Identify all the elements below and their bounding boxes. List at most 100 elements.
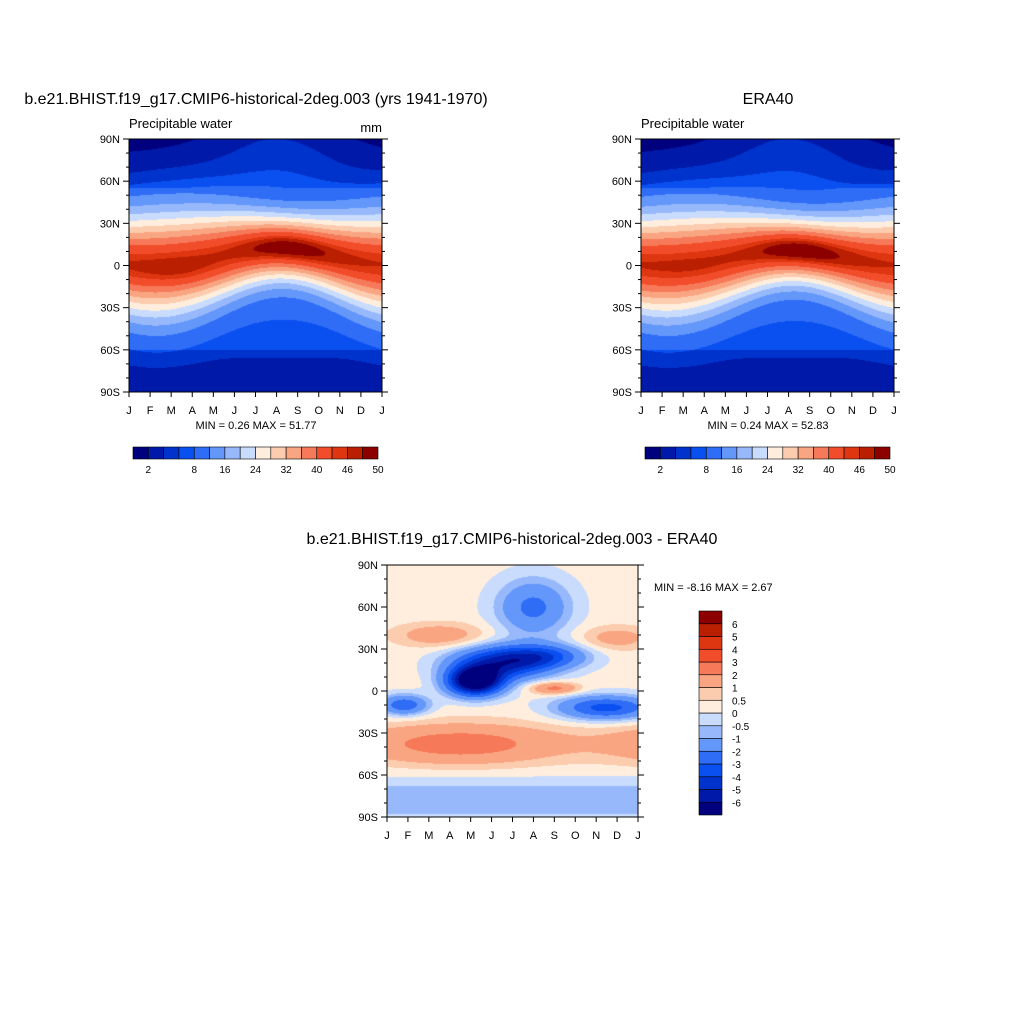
colorbar-swatch — [797, 446, 814, 460]
colorbar-swatch — [270, 446, 287, 460]
y-tick-label: 30S — [358, 728, 378, 740]
colorbar-label: -3 — [732, 760, 741, 771]
x-tick-label: J — [510, 830, 516, 842]
colorbar-label: -4 — [732, 773, 741, 784]
x-tick-label: D — [357, 405, 365, 417]
colorbar-swatch — [690, 446, 707, 460]
colorbar-swatch — [843, 446, 860, 460]
x-tick-label: J — [638, 405, 644, 417]
colorbar-label: 50 — [372, 465, 384, 476]
model-panel-title: b.e21.BHIST.f19_g17.CMIP6-historical-2de… — [24, 91, 487, 108]
model-panel-min-max: MIN = 0.26 MAX = 51.77 — [195, 420, 316, 432]
colorbar-label: 24 — [762, 465, 774, 476]
x-tick-label: N — [848, 405, 856, 417]
y-tick-label: 90N — [358, 560, 378, 572]
y-tick-label: 90S — [612, 387, 632, 399]
colorbar-label: -5 — [732, 786, 741, 797]
colorbar-swatch — [331, 446, 348, 460]
x-tick-label: F — [147, 405, 154, 417]
y-tick-label: 30N — [612, 218, 632, 230]
y-tick-label: 90S — [100, 387, 120, 399]
x-tick-label: N — [336, 405, 344, 417]
y-tick-label: 60N — [358, 602, 378, 614]
x-tick-label: N — [592, 830, 600, 842]
x-tick-label: S — [294, 405, 301, 417]
x-tick-label: S — [551, 830, 558, 842]
x-tick-label: O — [314, 405, 323, 417]
colorbar-swatch — [698, 610, 723, 625]
colorbar-swatch — [698, 725, 723, 739]
y-tick-label: 60S — [612, 345, 632, 357]
x-tick-label: A — [446, 830, 454, 842]
y-tick-label: 60N — [612, 176, 632, 188]
x-tick-label: J — [744, 405, 750, 417]
model-panel-units-label: mm — [360, 120, 382, 135]
colorbar-swatch — [751, 446, 768, 460]
diff-contour-field — [387, 565, 638, 817]
colorbar-swatch — [698, 636, 723, 650]
colorbar-swatch — [163, 446, 180, 460]
x-tick-label: J — [384, 830, 390, 842]
y-tick-label: 90N — [612, 134, 632, 146]
difference-panel: b.e21.BHIST.f19_g17.CMIP6-historical-2de… — [307, 531, 773, 842]
colorbar-swatch — [675, 446, 692, 460]
colorbar-swatch — [782, 446, 799, 460]
x-tick-label: J — [126, 405, 132, 417]
colorbar-swatch — [698, 687, 723, 701]
x-tick-label: A — [273, 405, 281, 417]
colorbar-swatch — [698, 712, 723, 727]
x-tick-label: O — [571, 830, 580, 842]
x-tick-label: J — [891, 405, 897, 417]
x-tick-label: M — [466, 830, 475, 842]
x-tick-label: O — [826, 405, 835, 417]
colorbar-label: 3 — [732, 658, 738, 669]
colorbar-swatch — [698, 750, 723, 765]
colorbar-swatch — [148, 446, 164, 460]
x-tick-label: M — [167, 405, 176, 417]
colorbar-label: 0.5 — [732, 696, 746, 707]
colorbar-label: 1 — [732, 684, 738, 695]
y-tick-label: 0 — [372, 686, 378, 698]
colorbar-label: -2 — [732, 747, 741, 758]
y-tick-label: 30N — [358, 644, 378, 656]
colorbar-label: -6 — [732, 798, 741, 809]
colorbar-swatch — [698, 623, 723, 637]
colorbar-swatch — [285, 446, 302, 460]
colorbar-swatch — [698, 776, 723, 790]
x-tick-label: M — [721, 405, 730, 417]
y-tick-label: 60S — [358, 770, 378, 782]
x-tick-label: J — [253, 405, 259, 417]
colorbar-label: 8 — [703, 465, 709, 476]
colorbar-swatch — [644, 446, 661, 460]
colorbar-label: 40 — [311, 465, 323, 476]
colorbar-label: 46 — [342, 465, 354, 476]
colorbar-swatch — [698, 801, 723, 816]
colorbar-swatch — [859, 446, 875, 460]
colorbar-swatch — [828, 446, 845, 460]
colorbar-label: 2 — [658, 465, 664, 476]
colorbar-label: 50 — [884, 465, 896, 476]
colorbar-swatch — [209, 446, 226, 460]
colorbar-swatch — [698, 738, 723, 752]
era40-panel-title: ERA40 — [743, 91, 794, 108]
colorbar-swatch — [813, 446, 830, 460]
colorbar-label: 8 — [191, 465, 197, 476]
colorbar-swatch — [301, 446, 318, 460]
colorbar-swatch — [660, 446, 676, 460]
colorbar-swatch — [736, 446, 753, 460]
colorbar-label: 4 — [732, 645, 738, 656]
colorbar-swatch — [698, 661, 723, 676]
x-tick-label: J — [765, 405, 771, 417]
colorbar-swatch — [193, 446, 210, 460]
x-tick-label: A — [701, 405, 709, 417]
x-tick-label: J — [379, 405, 385, 417]
x-tick-label: M — [679, 405, 688, 417]
colorbar-swatch — [178, 446, 195, 460]
y-tick-label: 30N — [100, 218, 120, 230]
colorbar-label: -1 — [732, 735, 741, 746]
y-tick-label: 90S — [358, 812, 378, 824]
x-tick-label: A — [785, 405, 793, 417]
colorbar-label: 16 — [731, 465, 743, 476]
colorbar-label: 32 — [793, 465, 805, 476]
